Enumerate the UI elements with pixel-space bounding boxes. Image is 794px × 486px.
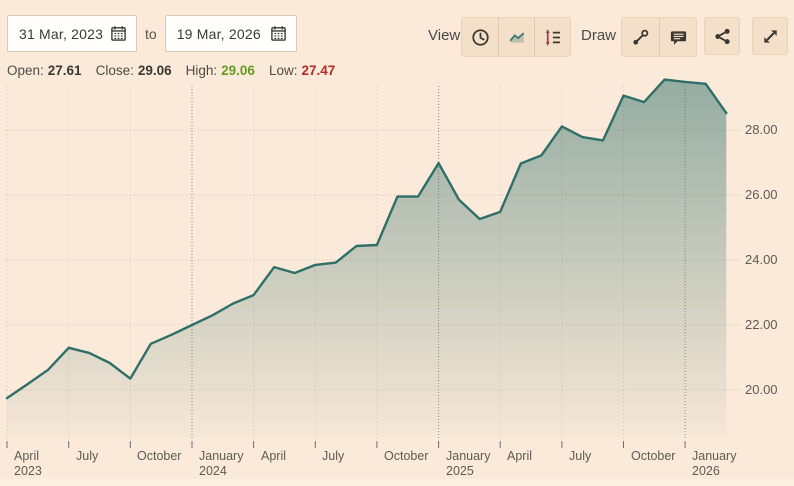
close-stat: Close: 29.06: [95, 63, 172, 78]
date-to-value: 19 Mar, 2026: [176, 25, 261, 42]
low-value: 27.47: [301, 63, 336, 78]
clock-icon: [471, 28, 490, 47]
to-label: to: [145, 25, 157, 42]
price-levels-view-button[interactable]: [534, 18, 570, 56]
open-stat: Open: 27.61: [7, 63, 82, 78]
view-label: View: [428, 27, 461, 44]
date-from-value: 31 Mar, 2023: [19, 25, 104, 42]
trend-line-icon: [631, 28, 650, 47]
date-to-input[interactable]: 19 Mar, 2026: [164, 15, 297, 52]
fullscreen-button[interactable]: [752, 17, 788, 55]
calendar-icon[interactable]: [110, 25, 127, 42]
high-stat: High: 29.06: [185, 63, 255, 78]
open-value: 27.61: [47, 63, 82, 78]
annotation-icon: [669, 28, 688, 47]
bottom-strip: [0, 479, 794, 486]
high-value: 29.06: [221, 63, 255, 78]
view-button-group: [461, 17, 571, 57]
low-stat: Low: 27.47: [268, 63, 336, 78]
area-chart-icon: [507, 28, 527, 46]
draw-button-group: [621, 17, 697, 57]
draw-label: Draw: [581, 27, 617, 44]
calendar-icon[interactable]: [270, 25, 287, 42]
share-icon: [713, 27, 732, 46]
price-levels-icon: [543, 28, 562, 47]
close-value: 29.06: [137, 63, 172, 78]
annotation-button[interactable]: [659, 18, 696, 56]
trend-line-button[interactable]: [622, 18, 659, 56]
share-button[interactable]: [704, 17, 740, 55]
area-chart-view-button[interactable]: [498, 18, 534, 56]
ohlc-readout: Open: 27.61 Close: 29.06 High: 29.06 Low: 27…: [7, 63, 349, 78]
fullscreen-icon: [761, 27, 780, 46]
date-range-controls: 31 Mar, 2023 to 19 Mar, 2026: [7, 15, 297, 52]
time-view-button[interactable]: [462, 18, 498, 56]
date-from-input[interactable]: 31 Mar, 2023: [7, 15, 137, 52]
